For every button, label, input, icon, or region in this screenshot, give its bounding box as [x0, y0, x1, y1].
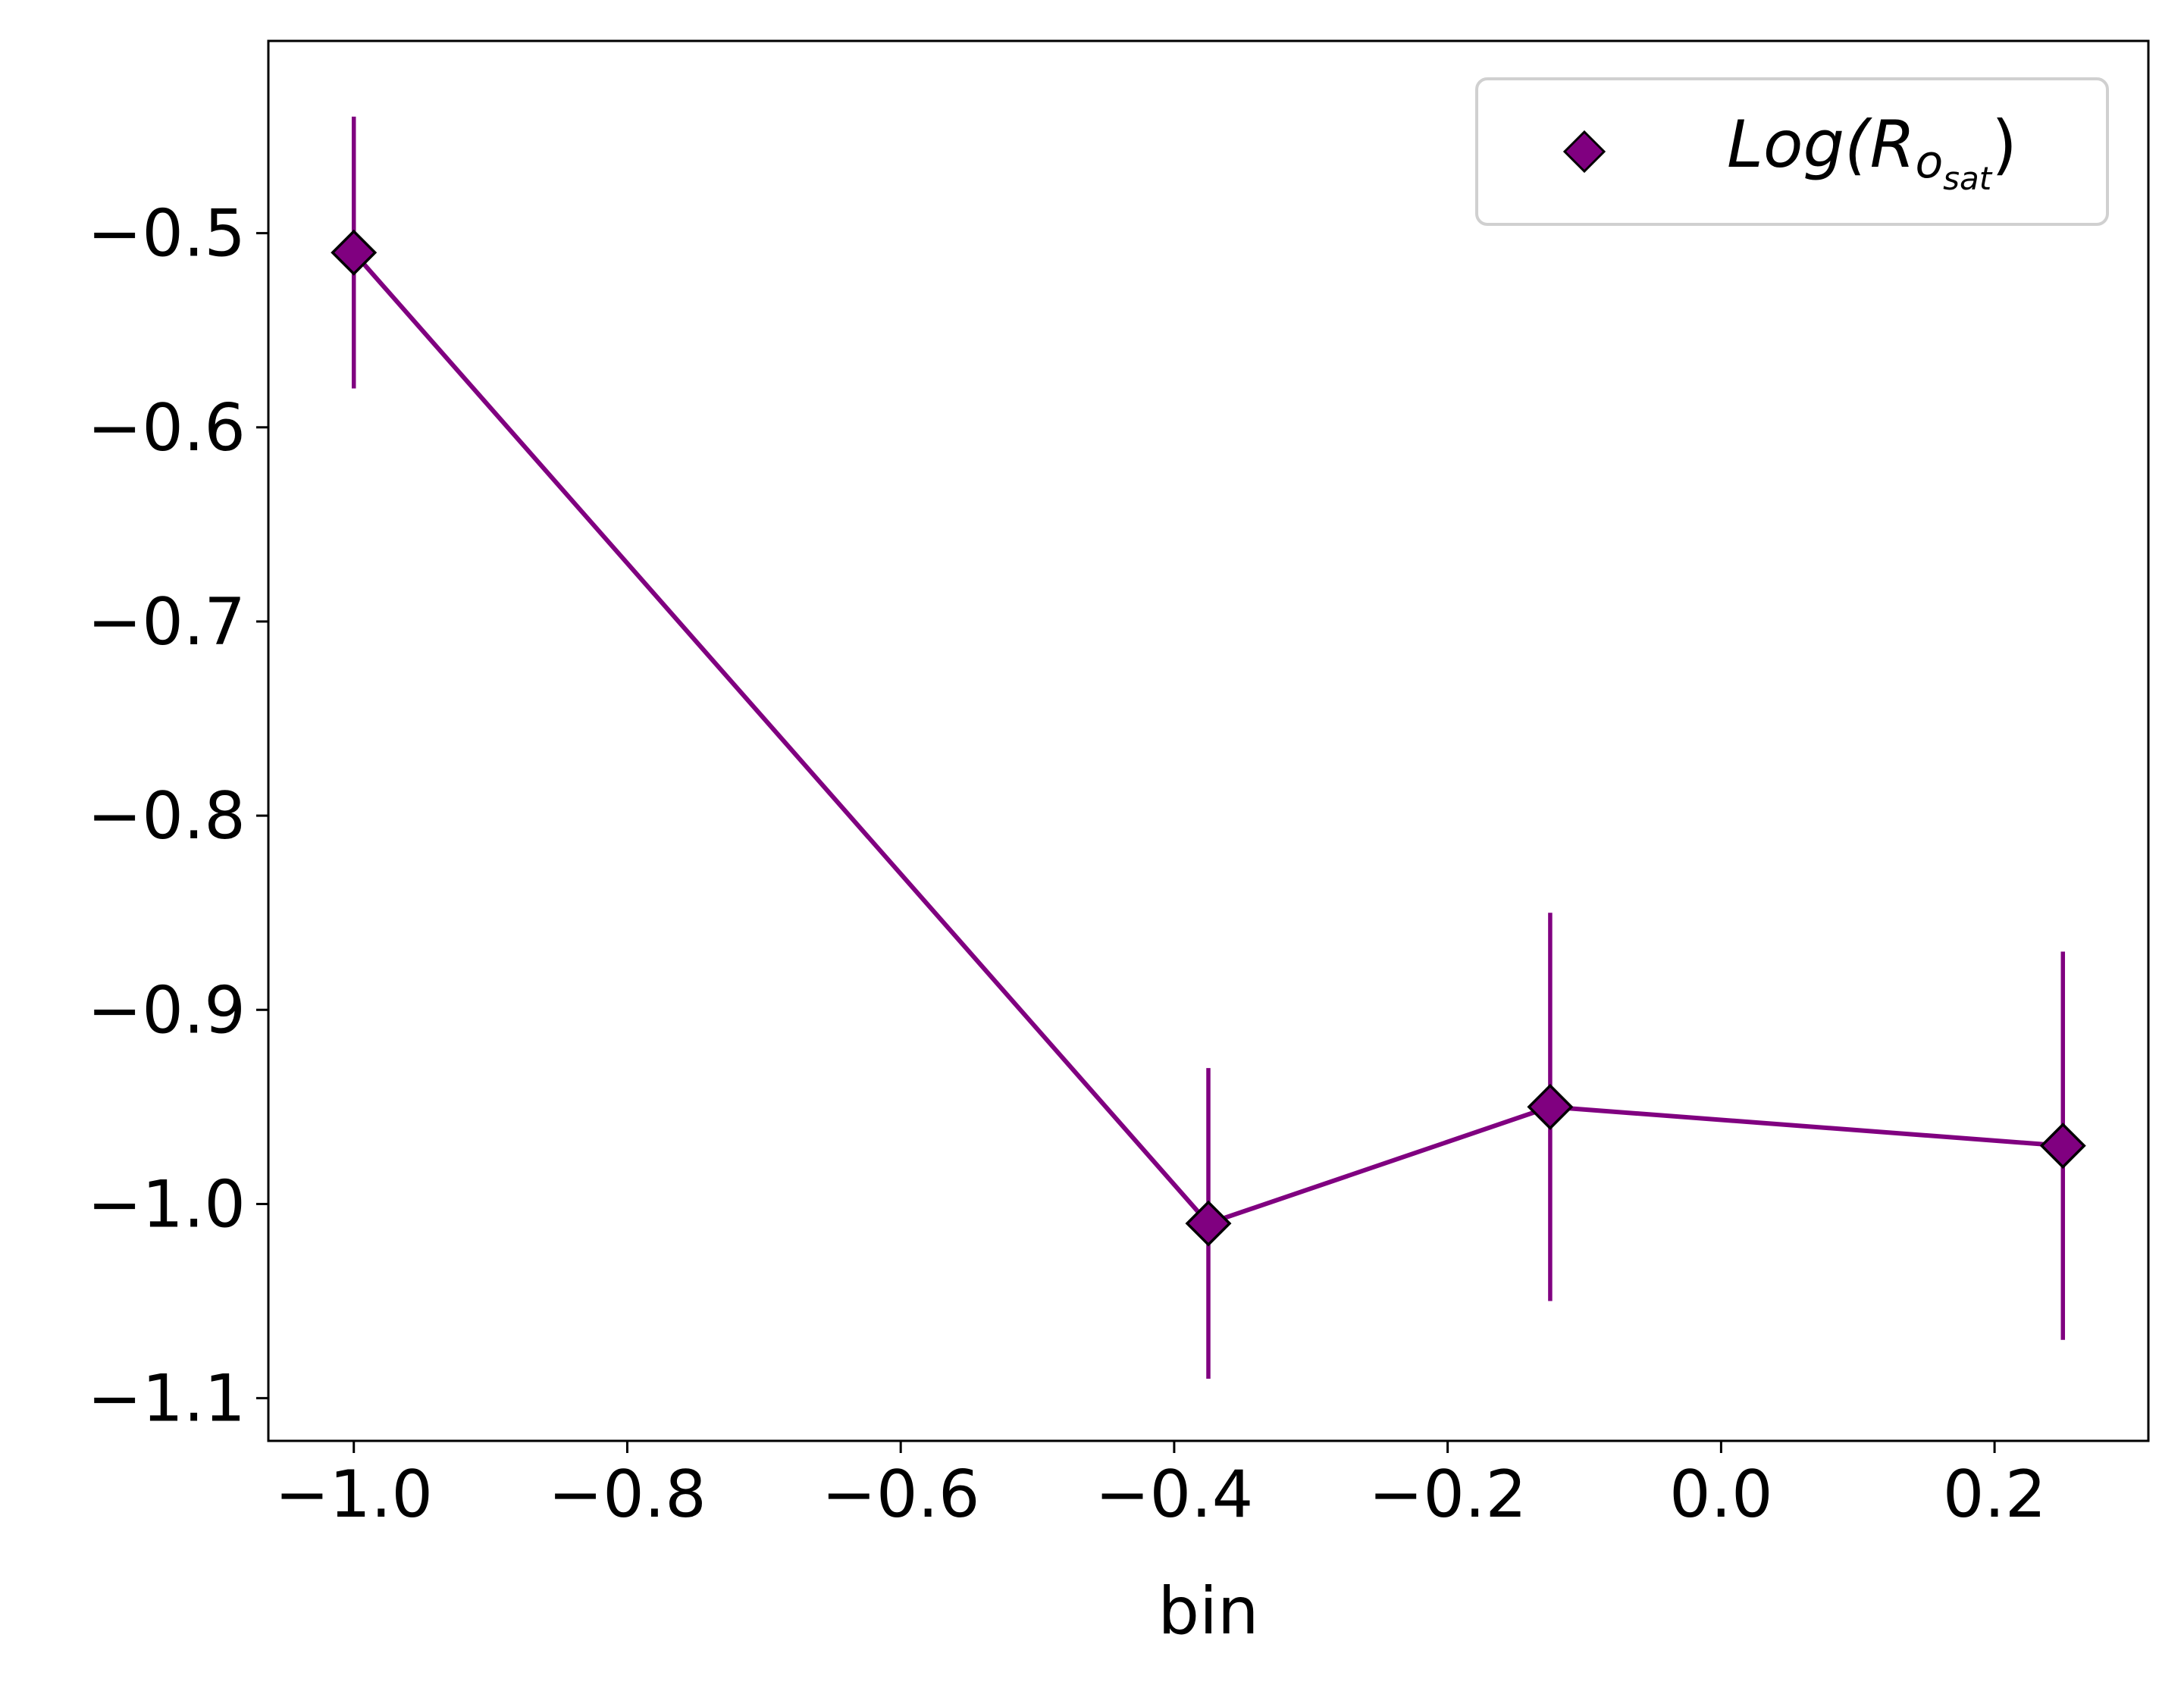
data-point [1185, 1200, 1232, 1247]
x-tick-label: −0.2 [1368, 1457, 1527, 1533]
y-tick-label: −0.5 [87, 196, 246, 272]
y-tick-label: −1.1 [87, 1361, 246, 1437]
y-tick-label: −0.7 [87, 584, 246, 660]
y-axis: −0.5 −0.6 −0.7 −0.8 −0.9 −1.0 −1.1 [87, 196, 268, 1437]
x-axis: −1.0 −0.8 −0.6 −0.4 −0.2 0.0 0.2 [274, 1441, 2046, 1533]
data-point [2039, 1123, 2086, 1170]
y-tick-label: −0.8 [87, 778, 246, 854]
y-tick-label: −0.6 [87, 390, 246, 466]
x-tick-label: 0.2 [1943, 1457, 2047, 1533]
y-tick-label: −0.9 [87, 972, 246, 1048]
legend-box [1475, 77, 2109, 226]
legend-marker [1562, 130, 1606, 174]
x-tick-label: −0.6 [822, 1457, 980, 1533]
x-axis-label: bin [1158, 1574, 1259, 1649]
legend-label-close: ) [1991, 107, 2017, 183]
data-point [331, 229, 378, 276]
series-layer [331, 116, 2086, 1379]
x-tick-label: −0.8 [548, 1457, 707, 1533]
legend-label-sub-sat: sat [1943, 160, 1993, 197]
legend-label-sub-o: o [1915, 136, 1943, 189]
x-tick-label: −1.0 [274, 1457, 433, 1533]
plot-frame [267, 39, 2150, 1442]
x-tick-label: −0.4 [1095, 1457, 1253, 1533]
data-point [1527, 1083, 1574, 1130]
legend-label-main: Log(R [1727, 107, 1915, 183]
legend: Log(Rosat) [1475, 77, 2109, 226]
series-line [352, 251, 2063, 1226]
x-tick-label: 0.0 [1669, 1457, 1773, 1533]
y-tick-label: −1.0 [87, 1166, 246, 1242]
legend-label: Log(Rosat) [1727, 107, 2017, 197]
